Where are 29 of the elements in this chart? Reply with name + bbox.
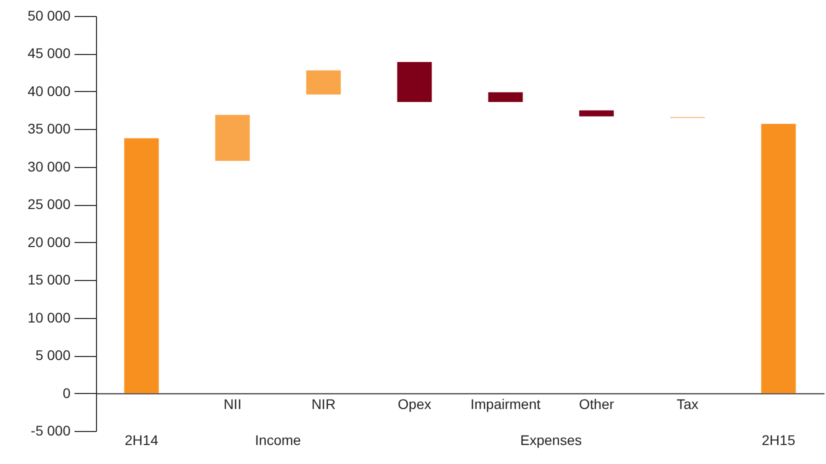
text: Income <box>255 432 302 448</box>
x-tick-label: 2H15 <box>762 432 796 448</box>
bar <box>488 92 523 102</box>
x-tick-label: Other <box>578 396 614 412</box>
y-tick-label: -5 000 <box>30 422 71 438</box>
y-tick-label: 25 000 <box>28 196 71 212</box>
y-tick-label: 5 000 <box>35 347 71 364</box>
x-tick-label: Tax <box>676 396 698 412</box>
bar <box>579 110 614 116</box>
y-tick-label: 0 <box>62 384 71 401</box>
y-tick-label: 15 000 <box>28 272 71 288</box>
x-tick-label: Impairment <box>470 396 541 412</box>
bar <box>306 70 341 94</box>
x-tick-label: NIR <box>311 396 336 412</box>
bar <box>124 138 159 394</box>
x-tick-label: 2H14 <box>124 432 158 448</box>
x-tick-label: NII <box>224 396 242 412</box>
y-tick-label: 20 000 <box>28 234 71 250</box>
y-tick-label: 50 000 <box>28 8 71 24</box>
bar <box>215 114 250 161</box>
y-tick-label: 30 000 <box>28 158 71 174</box>
y-tick-label: 40 000 <box>28 82 71 99</box>
text: Expenses <box>520 432 582 448</box>
bar <box>397 62 432 102</box>
y-tick-label: 45 000 <box>28 45 71 62</box>
y-tick-label: 35 000 <box>28 120 71 137</box>
bar <box>761 124 796 394</box>
x-tick-label: Opex <box>398 396 432 412</box>
y-tick-label: 10 000 <box>28 309 71 326</box>
